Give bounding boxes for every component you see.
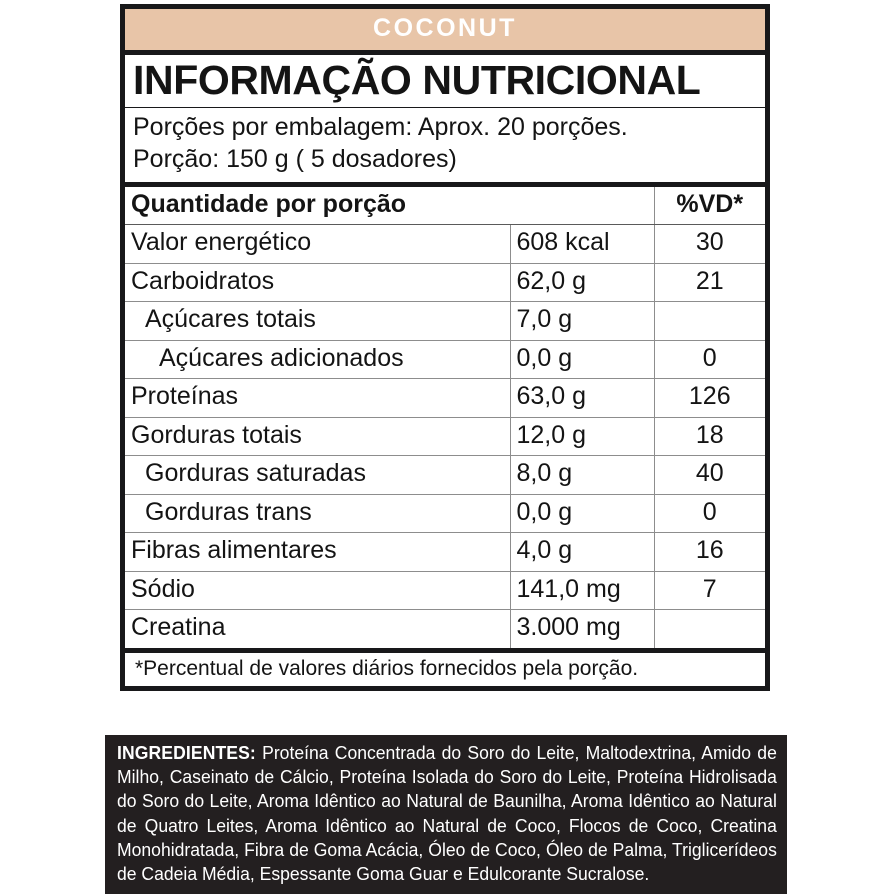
nutrition-table-body: Quantidade por porção %VD* Valor energét… <box>125 186 765 648</box>
table-row: Creatina 3.000 mg <box>125 609 765 648</box>
nutrition-table: Quantidade por porção %VD* Valor energét… <box>125 186 765 648</box>
page-title: INFORMAÇÃO NUTRICIONAL <box>133 57 701 103</box>
row-nutrient-name: Gorduras trans <box>125 494 510 534</box>
flavour-name: COCONUT <box>373 14 517 42</box>
vd-footnote-text: *Percentual de valores diários fornecido… <box>135 656 639 680</box>
flavour-banner: COCONUT <box>125 9 765 55</box>
ingredients-paragraph: INGREDIENTES: Proteína Concentrada do So… <box>117 741 777 886</box>
table-row: Gorduras totais 12,0 g 18 <box>125 417 765 457</box>
row-nutrient-vd: 18 <box>653 417 765 457</box>
row-nutrient-value: 63,0 g <box>509 378 654 418</box>
ingredients-text: Proteína Concentrada do Soro do Leite, M… <box>117 742 777 884</box>
ingredients-block: INGREDIENTES: Proteína Concentrada do So… <box>105 735 787 894</box>
row-nutrient-value: 8,0 g <box>509 455 654 495</box>
table-row: Açúcares totais 7,0 g <box>125 301 765 341</box>
row-nutrient-name: Fibras alimentares <box>125 532 510 572</box>
table-row: Carboidratos 62,0 g 21 <box>125 263 765 303</box>
table-row: Valor energético 608 kcal 30 <box>125 224 765 264</box>
row-nutrient-vd: 30 <box>653 224 765 264</box>
servings-info: Porções por embalagem: Aprox. 20 porções… <box>125 108 765 187</box>
row-nutrient-value: 608 kcal <box>509 224 654 264</box>
panel-title-row: INFORMAÇÃO NUTRICIONAL <box>125 55 765 109</box>
row-nutrient-vd: 21 <box>653 263 765 303</box>
row-nutrient-name: Sódio <box>125 571 510 611</box>
row-nutrient-value: 62,0 g <box>509 263 654 303</box>
row-nutrient-value: 12,0 g <box>509 417 654 457</box>
nutrition-facts-panel: COCONUT INFORMAÇÃO NUTRICIONAL Porções p… <box>120 4 770 691</box>
row-nutrient-name: Açúcares totais <box>125 301 510 341</box>
header-vd-label: %VD* <box>653 186 765 226</box>
row-nutrient-vd: 16 <box>653 532 765 572</box>
row-nutrient-value: 4,0 g <box>509 532 654 572</box>
row-nutrient-name: Gorduras saturadas <box>125 455 510 495</box>
row-nutrient-vd: 126 <box>653 378 765 418</box>
row-nutrient-value: 3.000 mg <box>509 609 654 648</box>
row-nutrient-name: Valor energético <box>125 224 510 264</box>
row-nutrient-vd: 7 <box>653 571 765 611</box>
row-nutrient-vd: 0 <box>653 494 765 534</box>
row-nutrient-value: 0,0 g <box>509 494 654 534</box>
servings-per-package: Porções por embalagem: Aprox. 20 porções… <box>133 113 628 142</box>
row-nutrient-vd: 40 <box>653 455 765 495</box>
row-nutrient-name: Creatina <box>131 613 226 642</box>
row-nutrient-name: Carboidratos <box>125 263 510 303</box>
table-row: Sódio 141,0 mg 7 <box>125 571 765 611</box>
row-nutrient-vd <box>653 609 765 648</box>
row-nutrient-name: Açúcares adicionados <box>125 340 510 380</box>
row-nutrient-value: 141,0 mg <box>509 571 654 611</box>
table-header-row: Quantidade por porção %VD* <box>125 186 765 226</box>
row-nutrient-value: 7,0 g <box>509 301 654 341</box>
serving-size: Porção: 150 g ( 5 dosadores) <box>133 144 457 173</box>
row-nutrient-value: 0,0 g <box>509 340 654 380</box>
table-row: Fibras alimentares 4,0 g 16 <box>125 532 765 572</box>
row-nutrient-vd <box>653 301 765 341</box>
header-quantity-label: Quantidade por porção <box>125 186 654 226</box>
table-row: Gorduras saturadas 8,0 g 40 <box>125 455 765 495</box>
vd-footnote: *Percentual de valores diários fornecido… <box>125 647 765 686</box>
ingredients-label: INGREDIENTES: <box>117 742 256 763</box>
row-nutrient-name: Proteínas <box>125 378 510 418</box>
row-nutrient-vd: 0 <box>653 340 765 380</box>
table-row: Proteínas 63,0 g 126 <box>125 378 765 418</box>
row-nutrient-name: Gorduras totais <box>125 417 510 457</box>
